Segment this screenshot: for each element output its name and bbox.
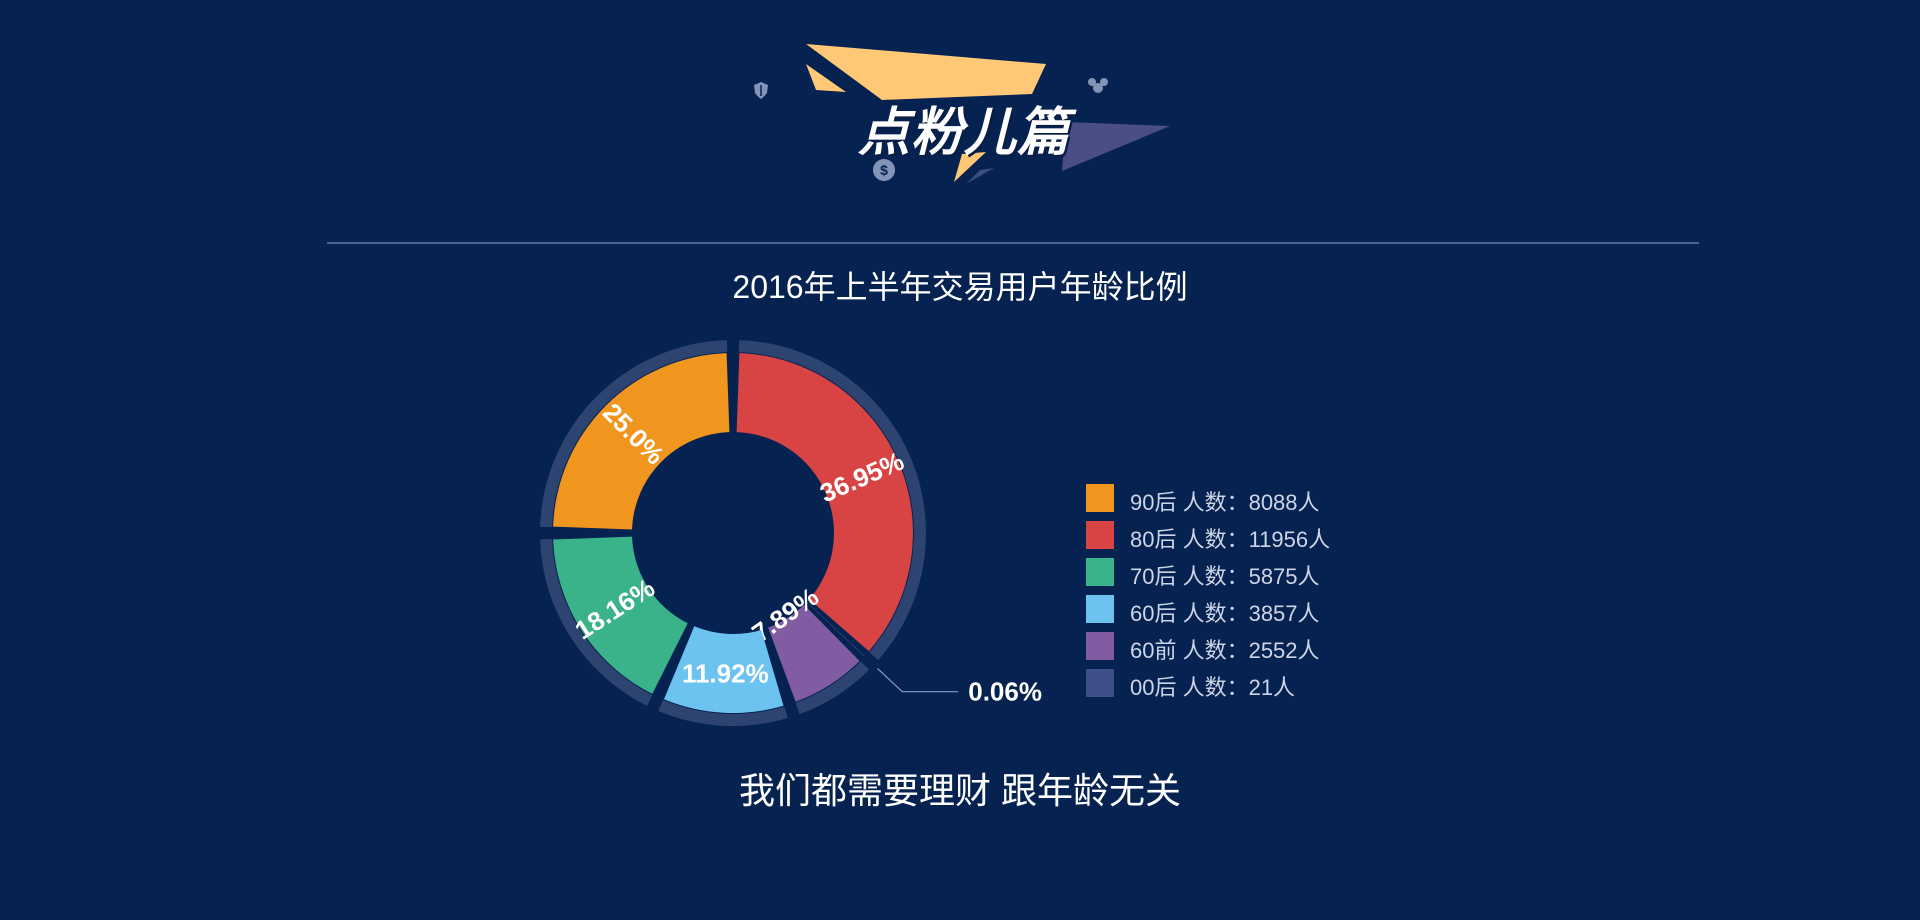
banner-yellow-accent [954, 152, 986, 182]
banner-purple-shape [1062, 122, 1170, 171]
people-icon [1088, 78, 1108, 93]
legend-label: 60前 人数：2552人 [1130, 638, 1320, 663]
outer-ring-segment [540, 340, 728, 528]
shield-icon [754, 82, 768, 99]
slice-1-0-06- [806, 601, 865, 657]
banner-dark-strip [966, 168, 994, 184]
outer-ring-segment [658, 699, 788, 726]
outer-ring-segment [540, 538, 653, 706]
outer-ring-segment [795, 661, 870, 715]
slice-label: 11.92% [682, 658, 769, 688]
chart-title: 2016年上半年交易用户年龄比例 [732, 269, 1188, 305]
legend-swatch [1086, 558, 1114, 586]
legend-label: 00后 人数：21人 [1130, 675, 1296, 700]
legend-swatch [1086, 669, 1114, 697]
legend-swatch [1086, 484, 1114, 512]
leader-line [877, 667, 959, 693]
banner-yellow-triangle-small [806, 64, 846, 92]
slice-4-18-16- [553, 536, 688, 694]
header-banner: $ [754, 44, 1170, 184]
legend-label: 90后 人数：8088人 [1130, 490, 1320, 515]
footer-slogan: 我们都需要理财 跟年龄无关 [738, 770, 1181, 811]
slice-5-25-0- [553, 353, 730, 530]
legend-label: 60后 人数：3857人 [1130, 601, 1320, 626]
legend-swatch [1086, 632, 1114, 660]
legend-label: 70后 人数：5875人 [1130, 564, 1320, 589]
slice-3-11-92- [663, 626, 784, 713]
banner-yellow-shape [806, 44, 1046, 100]
legend-swatch [1086, 595, 1114, 623]
divider [327, 242, 1699, 244]
slice-label: 0.06% [968, 677, 1042, 707]
svg-text:$: $ [880, 162, 888, 178]
legend-swatch [1086, 521, 1114, 549]
page-title: 点粉儿篇 [858, 103, 1071, 163]
legend-label: 80后 人数：11956人 [1130, 527, 1331, 552]
donut-chart: 36.95%0.06%7.89%11.92%18.16%25.0% [540, 340, 1042, 726]
slice-2-7-89- [768, 604, 860, 702]
dollar-coin-icon: $ [873, 159, 895, 181]
slice-0-36-95- [736, 353, 913, 652]
outer-ring-segment [738, 340, 926, 661]
